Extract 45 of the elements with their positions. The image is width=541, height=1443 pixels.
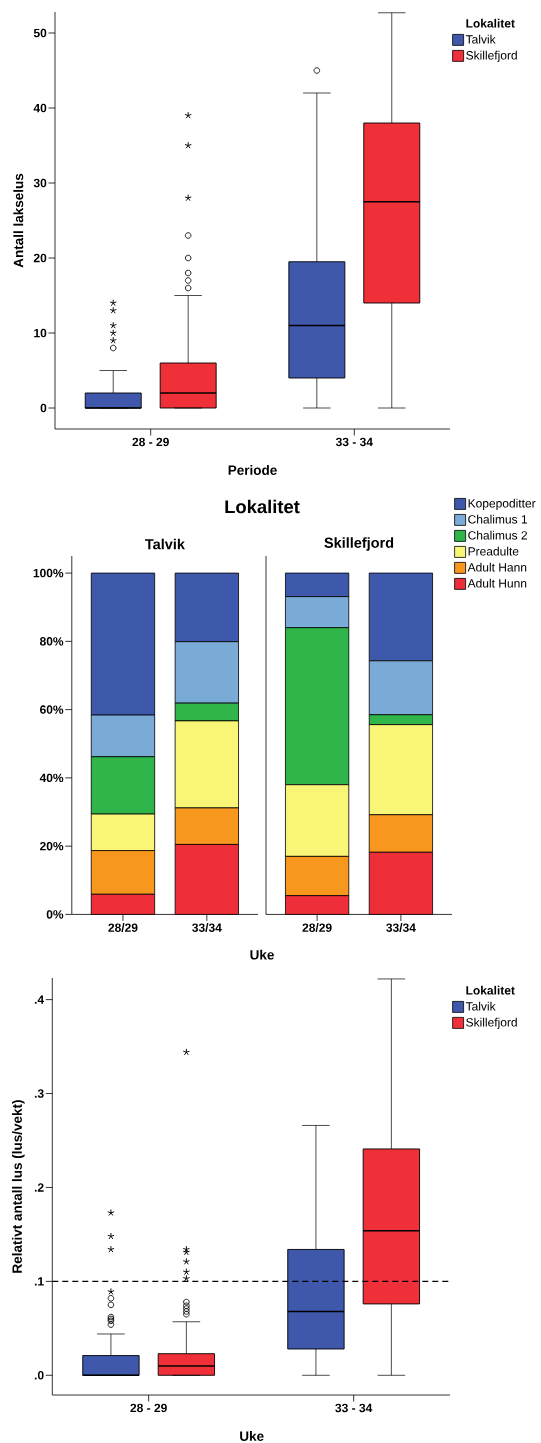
- y-tick-label: 20: [33, 253, 47, 263]
- x-axis-title: Uke: [240, 1431, 264, 1441]
- x-tick-label: 33 - 34: [335, 437, 373, 447]
- x-tick-label: 28/29: [108, 923, 138, 933]
- x-tick-label: 33 - 34: [335, 1403, 373, 1413]
- legend-title: Lokalitet: [466, 18, 515, 28]
- x-tick-label: 28 - 29: [130, 1403, 167, 1413]
- legend-label: Skillefjord: [466, 1017, 517, 1029]
- legend-label: Skillefjord: [466, 50, 517, 62]
- x-tick-label: 28/29: [302, 923, 332, 933]
- x-tick-label: 33/34: [192, 923, 222, 933]
- legend-label: Chalimus 1: [468, 514, 528, 524]
- y-tick-label: 40%: [39, 773, 64, 783]
- legend-label: Chalimus 2: [468, 530, 528, 540]
- chart-subtitle: Skillefjord: [324, 537, 394, 551]
- legend-label: Talvik: [465, 1001, 496, 1011]
- legend-label: Adult Hunn: [467, 578, 527, 588]
- y-tick-label: 40: [33, 103, 47, 113]
- y-axis-title: Antall lakselus: [13, 173, 24, 268]
- legend-label: Preadulte: [468, 546, 519, 556]
- legend-title: Lokalitet: [466, 985, 515, 995]
- y-axis-title: Relativt antall lus (lus/vekt): [12, 1100, 25, 1273]
- y-tick-label: 100%: [33, 568, 64, 578]
- chart-title: Lokalitet: [225, 499, 300, 514]
- y-tick-label: .2: [34, 1183, 44, 1192]
- x-axis-title: Periode: [228, 465, 277, 475]
- x-tick-label: 28 - 29: [132, 437, 169, 447]
- x-axis-title: Uke: [250, 949, 274, 960]
- y-tick-label: 30: [33, 178, 47, 188]
- x-tick-label: 33/34: [386, 923, 416, 933]
- legend-label: Talvik: [465, 34, 496, 44]
- chart-subtitle: Talvik: [145, 538, 185, 550]
- y-tick-label: .0: [34, 1371, 44, 1380]
- y-tick-label: 0%: [46, 910, 64, 919]
- y-tick-label: 50: [33, 28, 47, 38]
- y-tick-label: 10: [34, 328, 47, 338]
- y-tick-label: .4: [34, 995, 45, 1004]
- legend-label: Kopepoditter: [468, 498, 536, 511]
- y-tick-label: 80%: [39, 637, 64, 646]
- y-tick-label: 20%: [40, 841, 64, 851]
- y-tick-label: 60%: [40, 705, 64, 714]
- y-tick-label: .3: [34, 1089, 44, 1098]
- legend-label: Adult Hann: [467, 562, 527, 572]
- y-tick-label: .1: [34, 1277, 44, 1286]
- y-tick-label: 0: [40, 403, 47, 413]
